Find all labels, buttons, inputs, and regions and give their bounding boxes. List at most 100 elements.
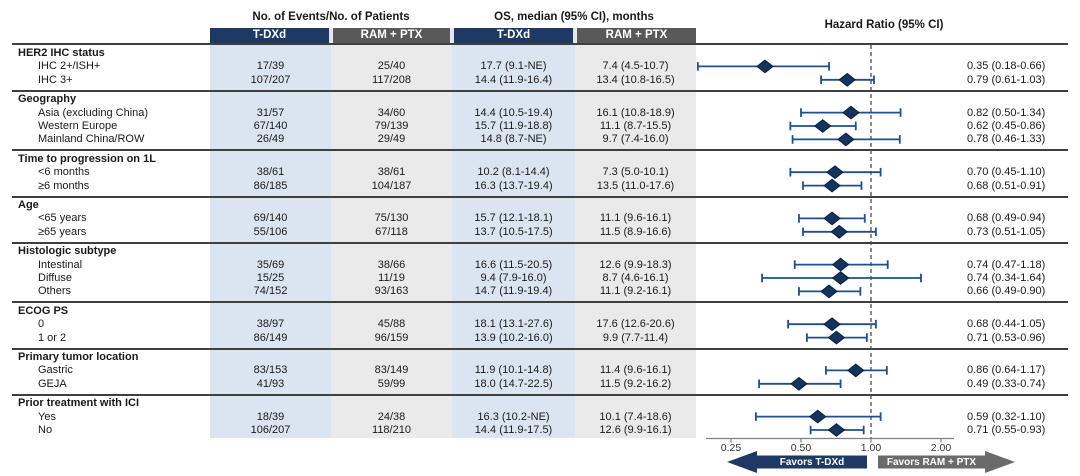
row-label: ≥65 years — [38, 225, 87, 238]
os-ram-cell: 11.5 (8.9-16.6) — [599, 225, 672, 238]
os-ram-cell: 9.9 (7.7-11.4) — [602, 331, 669, 344]
hr-value: 0.70 (0.45-1.10) — [967, 166, 1046, 179]
hr-diamond — [826, 165, 844, 180]
row-label: ≥6 months — [38, 179, 90, 192]
row-label: IHC 3+ — [38, 73, 73, 86]
row-label: IHC 2+/ISH+ — [38, 60, 101, 73]
hr-value: 0.68 (0.51-0.91) — [967, 179, 1046, 192]
row-label: Western Europe — [38, 120, 118, 132]
events-ram-cell: 93/163 — [374, 285, 409, 298]
os-ram-cell: 11.1 (9.6-16.1) — [599, 212, 672, 225]
header-rule — [12, 43, 1068, 45]
group-label: Prior treatment with ICI — [18, 397, 140, 410]
os-ram-cell: 13.5 (11.0-17.6) — [596, 179, 675, 192]
group-label: Geography — [18, 93, 77, 106]
events-tdxd-cell: 67/140 — [253, 120, 288, 132]
events-ram-cell: 24/38 — [377, 410, 406, 423]
row-label: <65 years — [38, 212, 87, 225]
hr-value: 0.68 (0.49-0.94) — [967, 212, 1046, 225]
hr-value: 0.74 (0.47-1.18) — [967, 258, 1046, 271]
os-tdxd-cell: 14.7 (11.9-19.4) — [474, 285, 553, 298]
row-label: GEJA — [38, 377, 67, 390]
hr-value: 0.71 (0.53-0.96) — [967, 331, 1046, 344]
group-separator — [12, 301, 1068, 304]
row-label: Asia (excluding China) — [38, 106, 149, 119]
hr-value: 0.78 (0.46-1.33) — [967, 133, 1046, 146]
events-ram-cell: 11/19 — [378, 272, 405, 284]
axis-tick-label: 0.25 — [720, 442, 742, 454]
row-label: Others — [38, 285, 72, 298]
os-tdxd-cell: 13.9 (10.2-16.0) — [474, 331, 553, 344]
hr-value: 0.73 (0.51-1.05) — [967, 225, 1046, 238]
hr-value: 0.71 (0.55-0.93) — [967, 424, 1046, 436]
group-label: Histologic subtype — [18, 245, 117, 258]
events-tdxd-cell: 35/69 — [256, 258, 285, 271]
events-ram-cell: 29/49 — [377, 133, 406, 146]
os-ram-cell: 11.1 (8.7-15.5) — [599, 120, 672, 132]
os-tdxd-cell: 14.8 (8.7-NE) — [480, 133, 547, 146]
row-label: Intestinal — [38, 258, 83, 271]
hr-value: 0.68 (0.44-1.05) — [967, 318, 1046, 331]
os-ram-cell: 12.6 (9.9-18.3) — [599, 258, 672, 271]
events-tdxd-cell: 41/93 — [256, 377, 285, 390]
os-ram-cell: 10.1 (7.4-18.6) — [599, 410, 672, 423]
row-label: 1 or 2 — [38, 331, 67, 344]
favors-ram-label: Favors RAM + PTX — [886, 457, 977, 468]
hr-diamond — [846, 363, 865, 378]
group-separator — [12, 393, 1068, 396]
events-ram-cell: 25/40 — [377, 60, 406, 73]
events-ram-cell: 118/210 — [372, 424, 411, 436]
hr-value: 0.49 (0.33-0.74) — [967, 377, 1046, 390]
hr-value: 0.86 (0.64-1.17) — [967, 364, 1046, 377]
os-ram-cell: 16.1 (10.8-18.9) — [596, 106, 675, 119]
hr-diamond — [842, 105, 860, 120]
group-label: Primary tumor location — [18, 351, 139, 363]
row-label: Mainland China/ROW — [38, 133, 145, 146]
arm-header-os-ram: RAM + PTX — [577, 28, 696, 43]
hr-diamond — [823, 317, 841, 332]
events-tdxd-cell: 17/39 — [256, 60, 285, 73]
hr-diamond — [837, 132, 855, 147]
events-ram-cell: 38/66 — [377, 258, 406, 271]
events-column-title: No. of Events/No. of Patients — [252, 11, 410, 23]
group-separator — [12, 89, 1068, 92]
events-ram-cell: 83/149 — [374, 364, 409, 377]
events-tdxd-cell: 38/61 — [256, 166, 285, 179]
hr-value: 0.62 (0.45-0.86) — [967, 120, 1046, 132]
os-tdxd-cell: 10.2 (8.1-14.4) — [477, 166, 550, 179]
hr-diamond — [823, 178, 841, 193]
events-ram-cell: 96/159 — [374, 331, 409, 344]
hazard-ratio-title: Hazard Ratio (95% CI) — [824, 19, 944, 31]
events-tdxd-cell: 31/57 — [256, 106, 285, 119]
row-label: 0 — [38, 318, 45, 331]
arm-header-os-tdxd: T-DXd — [454, 28, 573, 43]
hr-diamond — [790, 376, 808, 391]
hr-diamond — [831, 257, 850, 272]
group-label: Age — [18, 199, 39, 211]
group-separator — [12, 195, 1068, 198]
os-ram-cell: 11.1 (9.2-16.1) — [599, 285, 672, 298]
column-band-os-ram — [575, 28, 696, 438]
os-tdxd-cell: 13.7 (10.5-17.5) — [474, 225, 553, 238]
column-band-os-tdxd — [452, 28, 575, 438]
events-ram-cell: 38/61 — [377, 166, 406, 179]
os-tdxd-cell: 11.9 (10.1-14.8) — [474, 364, 553, 377]
hr-diamond — [831, 271, 850, 285]
os-ram-cell: 17.6 (12.6-20.6) — [596, 318, 675, 331]
hr-value: 0.66 (0.49-0.90) — [967, 285, 1046, 298]
row-label: Yes — [38, 410, 56, 423]
group-label: ECOG PS — [18, 304, 69, 317]
hr-value: 0.74 (0.34-1.64) — [967, 272, 1046, 284]
hr-diamond — [827, 423, 846, 437]
os-ram-cell: 11.5 (9.2-16.2) — [599, 377, 672, 390]
events-tdxd-cell: 38/97 — [256, 318, 285, 331]
os-tdxd-cell: 14.4 (11.9-17.5) — [474, 424, 553, 436]
arm-header-events-ram: RAM + PTX — [333, 28, 450, 43]
column-band-events-tdxd — [210, 28, 331, 438]
events-tdxd-cell: 74/152 — [253, 285, 288, 298]
events-ram-cell: 117/208 — [372, 73, 411, 86]
hr-diamond — [808, 409, 827, 424]
events-tdxd-cell: 69/140 — [253, 212, 288, 225]
events-tdxd-cell: 83/153 — [253, 364, 288, 377]
